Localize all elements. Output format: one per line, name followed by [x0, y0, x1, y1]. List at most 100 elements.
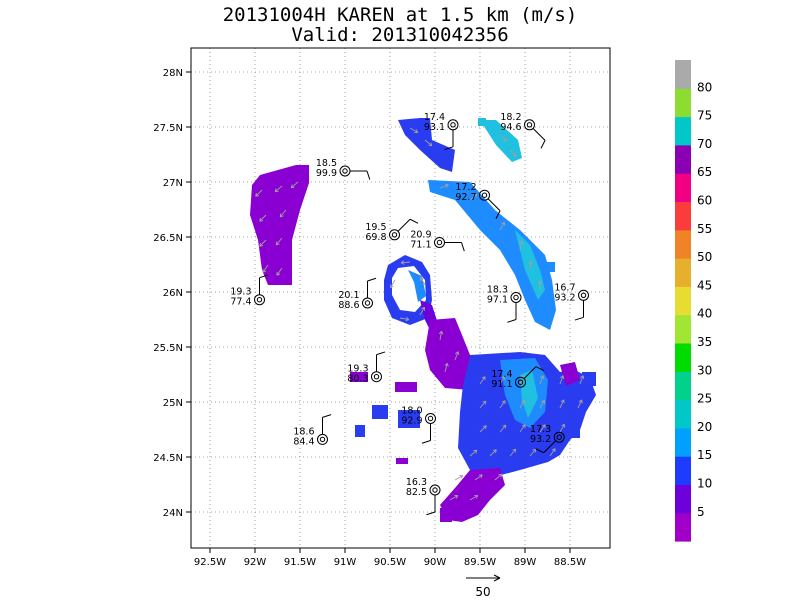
- station-center: [436, 239, 443, 246]
- wind-vector: [279, 209, 287, 218]
- wind-vector: [419, 306, 426, 316]
- station-marker: 17.491.1: [491, 366, 545, 390]
- wind-vector: [424, 139, 433, 147]
- wind-cell: [355, 425, 365, 437]
- wind-vector: [509, 149, 517, 157]
- station-marker: 18.294.6: [500, 112, 546, 149]
- wind-vector: [479, 400, 487, 409]
- x-tick-label: 89W: [514, 557, 537, 568]
- colorbar-segment: [675, 456, 691, 485]
- station-value-2: 77.4: [230, 297, 251, 308]
- station-center: [342, 168, 348, 174]
- wind-vector: [579, 375, 585, 385]
- station-center: [450, 122, 456, 128]
- station-circle: [510, 292, 522, 303]
- station-value-1: 17.4: [491, 369, 512, 380]
- station-center: [373, 374, 380, 380]
- station-value-2: 80.3: [347, 374, 368, 385]
- wind-vector: [409, 127, 419, 134]
- station-marker: 20.188.6: [338, 277, 377, 311]
- y-tick-label: 28N: [163, 68, 183, 79]
- wind-speed-field: [250, 118, 596, 522]
- colorbar-label: 40: [697, 307, 712, 321]
- wind-cell-east: [560, 362, 580, 386]
- wind-barb-staff: [532, 127, 546, 141]
- colorbar-label: 65: [697, 165, 712, 179]
- wind-barb-flag: [495, 210, 501, 220]
- station-value-1: 17.3: [530, 424, 551, 435]
- wind-vector: [509, 448, 517, 457]
- station-circle: [434, 237, 445, 248]
- wind-barb-staff: [487, 198, 501, 212]
- colorbar-segment: [675, 286, 691, 316]
- wind-barb-flag: [540, 140, 546, 149]
- station-marker: 17.493.1: [424, 112, 459, 151]
- wind-band-center: [425, 318, 478, 390]
- wind-band-south: [440, 468, 505, 522]
- wind-barb-flag: [507, 319, 517, 323]
- station-value-2: 84.4: [293, 436, 314, 447]
- station-center: [526, 122, 533, 128]
- wind-vector: [559, 375, 565, 385]
- station-center: [427, 415, 434, 422]
- wind-barb-flag: [461, 242, 465, 252]
- y-tick-label: 27.5N: [153, 123, 183, 134]
- wind-vector: [439, 183, 449, 189]
- x-tick-label: 89.5W: [464, 557, 496, 568]
- wind-vector: [499, 375, 506, 385]
- colorbar-segment: [675, 371, 691, 401]
- wind-vector: [274, 185, 283, 193]
- colorbar-label: 5: [697, 505, 705, 519]
- reference-vector: 50: [466, 574, 501, 599]
- station-value-2: 93.2: [554, 292, 575, 303]
- colorbar-segment: [675, 484, 691, 514]
- wind-vector: [419, 276, 426, 286]
- colorbar-label: 55: [697, 222, 712, 236]
- wind-vector: [537, 280, 543, 290]
- y-tick-label: 26.5N: [153, 233, 183, 244]
- colorbar-segment: [675, 229, 691, 259]
- station-center: [256, 297, 263, 303]
- station-value-2: 82.5: [406, 487, 427, 498]
- station-circle: [389, 229, 400, 241]
- wind-barb-staff: [543, 440, 557, 454]
- wind-vector: [449, 494, 459, 501]
- station-center: [364, 300, 371, 306]
- wind-band-southeast-max: [520, 370, 538, 418]
- wind-cell: [582, 372, 596, 386]
- wind-vector: [539, 399, 546, 409]
- station-value-2: 88.6: [338, 300, 359, 311]
- station-value-1: 18.3: [487, 285, 508, 296]
- wind-vector: [499, 424, 507, 433]
- y-tick-label: 26N: [163, 288, 183, 299]
- wind-vector: [577, 399, 583, 409]
- wind-vector: [559, 423, 566, 433]
- x-tick-label: 92W: [244, 557, 267, 568]
- station-marker: 19.377.4: [230, 274, 269, 308]
- colorbar-segment: [675, 427, 691, 457]
- colorbar-label: 60: [697, 194, 712, 208]
- station-center: [319, 436, 326, 443]
- station-circle: [447, 119, 459, 131]
- wind-vector: [528, 260, 533, 271]
- station-circle: [515, 376, 526, 388]
- station-value-1: 18.0: [401, 406, 422, 417]
- wind-band-east: [428, 180, 556, 330]
- colorbar-segment: [675, 116, 691, 146]
- colorbar-segment: [675, 144, 691, 174]
- wind-cell: [545, 262, 555, 272]
- station-value-2: 91.1: [491, 379, 512, 390]
- station-value-2: 93.1: [424, 122, 445, 133]
- station-value-1: 19.3: [347, 364, 368, 375]
- wind-vector: [454, 351, 460, 361]
- wind-vector: [259, 214, 267, 222]
- colorbar-segment: [675, 314, 691, 344]
- latitude-ticks: 28N 27.5N 27N 26.5N 26N 25.5N 25N 24.5N 24N: [153, 68, 191, 519]
- colorbar-label: 35: [697, 335, 712, 349]
- station-marker: 18.599.9: [316, 158, 371, 180]
- wind-vector: [539, 375, 545, 385]
- map-frame: [190, 47, 611, 549]
- station-center: [513, 294, 519, 301]
- colorbar-label: 70: [697, 137, 712, 151]
- station-value-2: 99.9: [316, 168, 337, 179]
